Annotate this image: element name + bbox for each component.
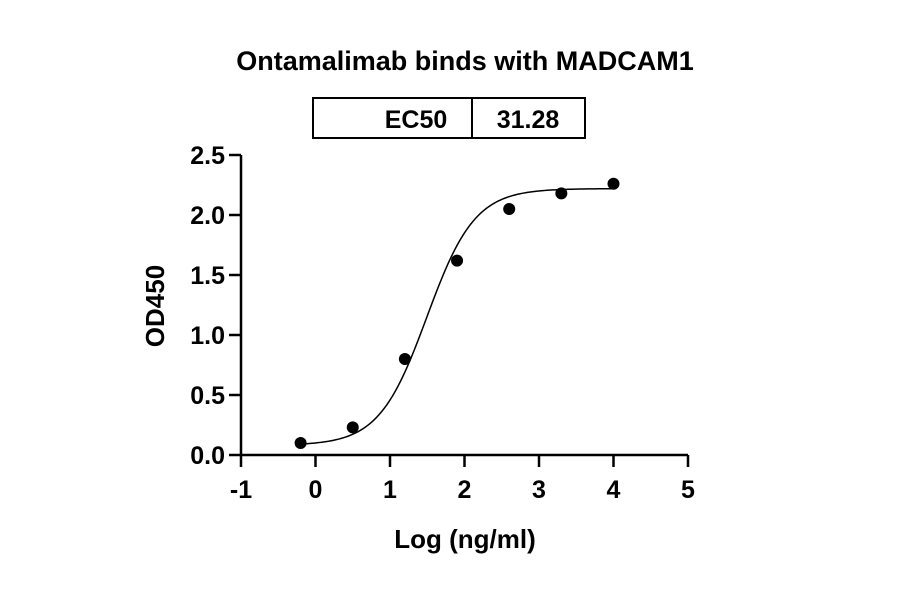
ec50-table: EC50 31.28 — [312, 97, 586, 139]
data-point — [607, 177, 620, 190]
x-axis-title: Log (ng/ml) — [394, 524, 536, 554]
data-point — [555, 187, 568, 200]
data-point — [503, 203, 516, 215]
ec50-table-border — [312, 97, 586, 139]
x-tick-label: 0 — [309, 476, 323, 504]
axes: 0.0 0.5 1.0 1.5 2.0 2.5 -1 0 1 2 3 4 5 — [190, 142, 695, 504]
chart-title: Ontamalimab binds with MADCAM1 — [236, 46, 694, 76]
x-tick-label: 4 — [607, 476, 621, 504]
x-tick-label: 5 — [681, 476, 695, 504]
y-tick-label: 2.5 — [190, 142, 225, 170]
ec50-value: 31.28 — [497, 106, 560, 134]
fit-curve — [300, 187, 614, 445]
y-tick-label: 1.0 — [190, 322, 225, 350]
y-tick-label: 0.5 — [190, 382, 225, 410]
data-point — [451, 254, 464, 267]
y-tick-label: 2.0 — [190, 202, 225, 230]
fit-curve-layer — [300, 187, 614, 445]
y-tick-label: 1.5 — [190, 262, 225, 290]
data-point — [294, 437, 307, 449]
data-point — [346, 421, 359, 434]
x-tick-label: 3 — [532, 476, 546, 504]
x-tick-label: -1 — [230, 476, 252, 504]
x-tick-label: 2 — [458, 476, 472, 504]
data-point — [398, 353, 411, 365]
y-axis-title: OD450 — [140, 265, 170, 347]
data-points — [294, 177, 620, 449]
ec50-label: EC50 — [385, 106, 448, 134]
y-tick-label: 0.0 — [190, 442, 225, 470]
x-tick-label: 1 — [383, 476, 397, 504]
